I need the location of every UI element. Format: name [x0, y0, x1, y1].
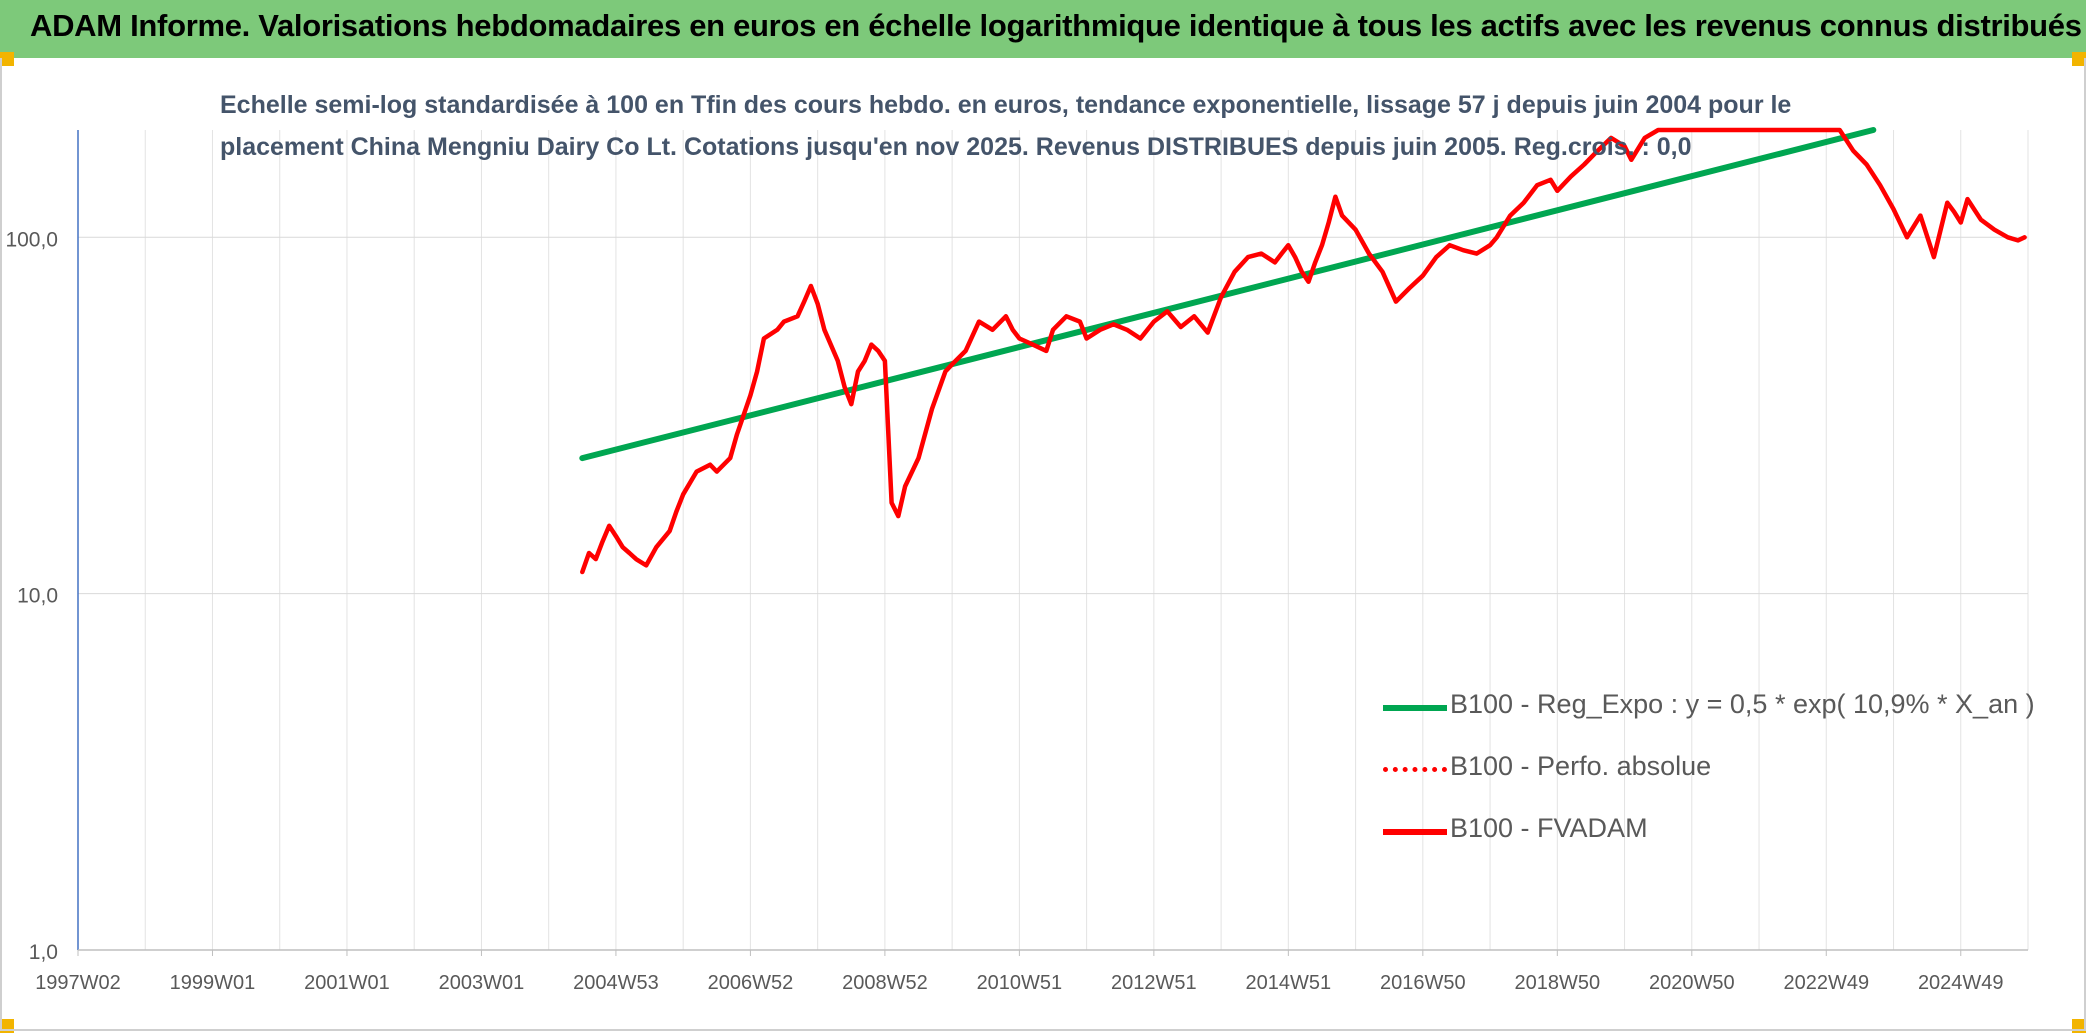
x-tick-label: 1999W01 — [170, 972, 256, 994]
tick-labels: 1,0 10,0 100,0 1997W02 1999W01 2001W01 2003W01… — [5, 228, 2003, 994]
x-tick-label: 2001W01 — [304, 972, 390, 994]
corner-marker — [0, 52, 14, 66]
x-tick-label: 2006W52 — [708, 972, 794, 994]
chart-title-line-2: placement China Mengniu Dairy Co Lt. Cot… — [220, 133, 1692, 161]
chart-title-line-1: Echelle semi-log standardisée à 100 en T… — [220, 91, 1792, 119]
corner-marker — [2072, 52, 2086, 66]
axes — [77, 130, 2028, 956]
x-tick-label: 2010W51 — [977, 972, 1063, 994]
legend-label: B100 - Perfo. absolue — [1450, 751, 1712, 781]
legend-swatch-fvadam — [1383, 829, 1447, 835]
x-tick-label: 2018W50 — [1514, 972, 1600, 994]
grid-lines — [77, 130, 2029, 951]
x-tick-label: 2020W50 — [1649, 972, 1735, 994]
legend-label: B100 - FVADAM — [1450, 813, 1648, 843]
series-reg-expo-line — [579, 127, 1877, 462]
y-tick-label: 1,0 — [29, 941, 58, 964]
x-tick-label: 2012W51 — [1111, 972, 1197, 994]
x-tick-label: 2008W52 — [842, 972, 928, 994]
report-title: ADAM Informe. Valorisations hebdomadaire… — [30, 8, 2082, 43]
x-tick-label: 2022W49 — [1783, 972, 1869, 994]
chart-frame — [0, 58, 2086, 1031]
report-banner: ADAM Informe. Valorisations hebdomadaire… — [0, 0, 2086, 58]
x-tick-label: 2014W51 — [1246, 972, 1332, 994]
x-tick-label: 2016W50 — [1380, 972, 1466, 994]
y-tick-label: 100,0 — [5, 228, 58, 251]
legend-label: B100 - Reg_Expo : y = 0,5 * exp( 10,9% *… — [1450, 689, 2035, 719]
x-tick-label: 2024W49 — [1918, 972, 2004, 994]
series-fvadam-line — [580, 127, 2027, 575]
legend-swatch-perfo-absolue — [1383, 767, 1447, 772]
x-tick-label: 1997W02 — [35, 972, 121, 994]
x-tick-label: 2004W53 — [573, 972, 659, 994]
legend-swatch-reg-expo — [1383, 705, 1447, 711]
series-lines — [579, 127, 2027, 575]
x-tick-label: 2003W01 — [439, 972, 525, 994]
y-tick-label: 10,0 — [17, 585, 58, 608]
